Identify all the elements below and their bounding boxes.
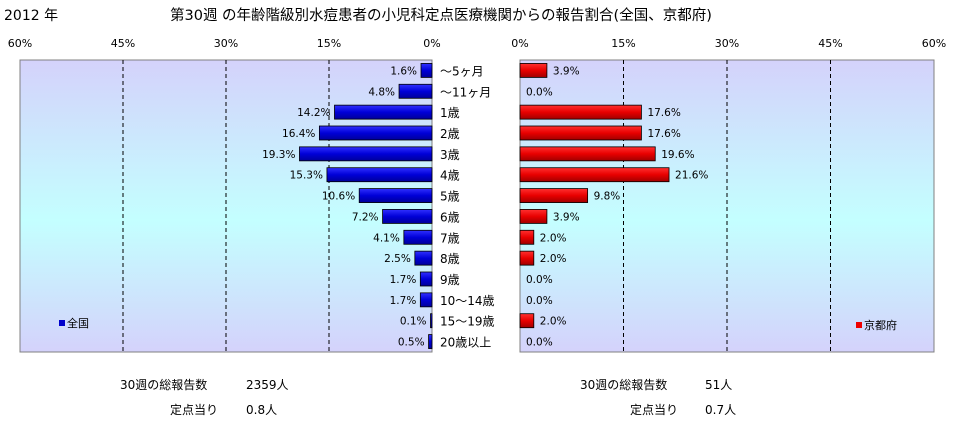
category-label: 2歳 — [440, 127, 460, 141]
category-label: 8歳 — [440, 252, 460, 266]
national-bar — [358, 188, 433, 203]
category-label: 10〜14歳 — [440, 294, 495, 308]
legend-national: 全国 — [59, 316, 89, 330]
national-bar — [326, 167, 433, 183]
right-tick-label: 45% — [818, 37, 842, 50]
national-value-label: 1.6% — [390, 65, 417, 77]
national-value-label: 4.8% — [368, 86, 395, 98]
kyoto-value-label: 3.9% — [553, 211, 580, 223]
national-value-label: 19.3% — [262, 149, 295, 161]
total-reports-label-right: 30週の総報告数 — [580, 377, 667, 392]
legend-national-label: 全国 — [67, 316, 89, 330]
category-label: 20歳以上 — [440, 336, 491, 350]
year-label: 2012 年 — [4, 8, 58, 24]
kyoto-value-label: 0.0% — [526, 86, 553, 98]
per-site-value-right: 0.7人 — [705, 403, 736, 417]
left-tick-label: 15% — [317, 37, 341, 50]
category-label: 7歳 — [440, 231, 460, 245]
kyoto-value-label: 2.0% — [540, 253, 567, 265]
national-value-label: 2.5% — [384, 253, 411, 265]
national-value-label: 10.6% — [322, 191, 355, 203]
right-tick-label: 0% — [511, 37, 528, 50]
left-tick-label: 60% — [8, 37, 32, 50]
national-bar — [419, 271, 433, 287]
kyoto-bar — [519, 313, 535, 329]
left-tick-label: 30% — [214, 37, 238, 50]
category-label: 〜11ヶ月 — [440, 85, 491, 99]
category-label: 15〜19歳 — [440, 315, 495, 329]
national-value-label: 0.1% — [400, 316, 427, 328]
national-bar — [419, 292, 433, 308]
national-bar — [398, 83, 433, 99]
category-label: 4歳 — [440, 169, 460, 183]
total-reports-value-right: 51人 — [705, 378, 732, 392]
national-bar — [420, 63, 433, 78]
kyoto-value-label: 17.6% — [647, 128, 680, 140]
category-label: 3歳 — [440, 148, 460, 162]
national-bar — [334, 104, 433, 120]
kyoto-bar — [519, 63, 548, 78]
right-tick-label: 60% — [922, 37, 946, 50]
kyoto-value-label: 17.6% — [647, 107, 680, 119]
footer-right: 30週の総報告数 51人 定点当り 0.7人 — [580, 377, 736, 417]
national-bar — [428, 334, 433, 349]
kyoto-bar — [519, 229, 535, 245]
national-value-label: 7.2% — [352, 211, 379, 223]
national-value-label: 15.3% — [290, 170, 323, 182]
kyoto-value-label: 9.8% — [594, 191, 621, 203]
kyoto-value-label: 21.6% — [675, 170, 708, 182]
kyoto-bar — [519, 167, 670, 183]
category-label: 5歳 — [440, 190, 460, 204]
kyoto-value-label: 3.9% — [553, 65, 580, 77]
national-value-label: 14.2% — [297, 107, 330, 119]
left-tick-label: 0% — [423, 37, 440, 50]
national-bar — [430, 313, 433, 329]
total-reports-label-left: 30週の総報告数 — [120, 377, 207, 392]
national-value-label: 1.7% — [390, 274, 417, 286]
per-site-label-left: 定点当り — [170, 402, 218, 417]
total-reports-value-left: 2359人 — [246, 378, 289, 392]
kyoto-value-label: 2.0% — [540, 232, 567, 244]
right-tick-label: 15% — [611, 37, 635, 50]
axis-ticks: 60% 45% 30% 15% 0% 0% 15% 30% 45% 60% — [8, 37, 946, 50]
category-labels: 〜5ヶ月〜11ヶ月 1歳 2歳 3歳 4歳 5歳 6歳 7歳 8歳 9歳 10〜14歳 15〜19歳 2… — [440, 64, 495, 349]
kyoto-bar — [519, 250, 535, 266]
kyoto-value-label: 2.0% — [540, 316, 567, 328]
national-bar — [318, 125, 433, 141]
national-value-label: 0.5% — [398, 337, 425, 349]
national-bar — [403, 229, 433, 245]
national-bar — [382, 209, 433, 224]
kyoto-bar — [519, 146, 656, 162]
kyoto-bar — [519, 188, 589, 203]
category-label: 〜5ヶ月 — [440, 64, 484, 78]
per-site-label-right: 定点当り — [630, 402, 678, 417]
right-tick-label: 30% — [715, 37, 739, 50]
national-value-label: 16.4% — [282, 128, 315, 140]
legend-kyoto-swatch — [856, 322, 862, 328]
legend-national-swatch — [59, 320, 65, 326]
bars: 1.6% 3.9% 4.8% 0.0% 14.2% 17.6% 16.4% 17.6% 19.3… — [262, 63, 708, 349]
kyoto-value-label: 0.0% — [526, 295, 553, 307]
kyoto-value-label: 0.0% — [526, 337, 553, 349]
legend-kyoto: 京都府 — [856, 318, 897, 332]
national-bar — [299, 146, 433, 162]
category-label: 1歳 — [440, 106, 460, 120]
kyoto-value-label: 0.0% — [526, 274, 553, 286]
national-value-label: 1.7% — [390, 295, 417, 307]
left-tick-label: 45% — [111, 37, 135, 50]
footer-left: 30週の総報告数 2359人 定点当り 0.8人 — [120, 377, 289, 417]
category-label: 9歳 — [440, 273, 460, 287]
kyoto-bar — [519, 209, 548, 224]
per-site-value-left: 0.8人 — [246, 403, 277, 417]
kyoto-bar — [519, 104, 642, 120]
chart-title: 第30週 の年齢階級別水痘患者の小児科定点医療機関からの報告割合(全国、京都府) — [170, 6, 712, 24]
kyoto-value-label: 19.6% — [661, 149, 694, 161]
category-label: 6歳 — [440, 210, 460, 224]
kyoto-bar — [519, 125, 642, 141]
national-value-label: 4.1% — [373, 232, 400, 244]
legend-kyoto-label: 京都府 — [864, 318, 897, 332]
national-bar — [414, 250, 433, 266]
